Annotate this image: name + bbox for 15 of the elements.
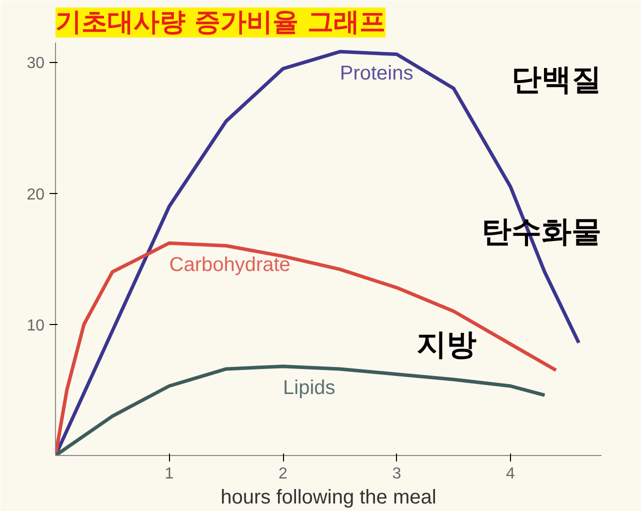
line-series xyxy=(56,364,546,456)
x-tick-label: 3 xyxy=(392,466,402,482)
x-tick-label: 2 xyxy=(278,466,288,482)
x-tick-label: 1 xyxy=(164,466,174,482)
y-tick-label: 10 xyxy=(26,317,45,334)
y-tick-label: 30 xyxy=(26,55,45,72)
x-tick-label: 4 xyxy=(506,466,516,482)
y-tick-label: 20 xyxy=(26,186,45,204)
x-axis-title: hours following the meal xyxy=(220,486,436,508)
series-label: Proteins xyxy=(340,62,414,84)
annotation: 단백질 xyxy=(512,62,602,98)
chart-title: 기초대사량 증가비율 그래프 xyxy=(56,8,386,38)
series-label: Carbohydrate xyxy=(169,254,290,276)
annotation: 지방 xyxy=(416,327,476,362)
series-label: Lipids xyxy=(283,377,336,400)
